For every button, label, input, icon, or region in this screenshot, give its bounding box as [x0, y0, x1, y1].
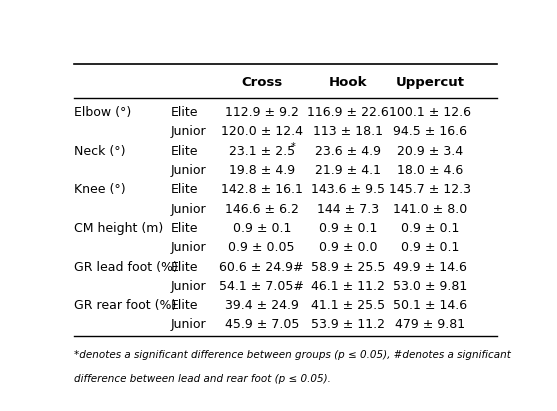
Text: CM height (m): CM height (m) [74, 222, 163, 235]
Text: Junior: Junior [171, 125, 207, 139]
Text: Junior: Junior [171, 203, 207, 216]
Text: GR rear foot (%): GR rear foot (%) [74, 299, 177, 312]
Text: 112.9 ± 9.2: 112.9 ± 9.2 [225, 106, 299, 119]
Text: Junior: Junior [171, 241, 207, 254]
Text: Elite: Elite [171, 222, 198, 235]
Text: 39.4 ± 24.9: 39.4 ± 24.9 [225, 299, 299, 312]
Text: 94.5 ± 16.6: 94.5 ± 16.6 [393, 125, 467, 139]
Text: 58.9 ± 25.5: 58.9 ± 25.5 [311, 261, 385, 274]
Text: 0.9 ± 0.1: 0.9 ± 0.1 [401, 241, 460, 254]
Text: difference between lead and rear foot (p ≤ 0.05).: difference between lead and rear foot (p… [74, 374, 331, 383]
Text: Cross: Cross [241, 76, 282, 89]
Text: Elite: Elite [171, 145, 198, 158]
Text: 23.1 ± 2.5: 23.1 ± 2.5 [229, 145, 295, 158]
Text: 141.0 ± 8.0: 141.0 ± 8.0 [393, 203, 467, 216]
Text: 0.9 ± 0.1: 0.9 ± 0.1 [319, 222, 377, 235]
Text: Uppercut: Uppercut [395, 76, 465, 89]
Text: Junior: Junior [171, 319, 207, 331]
Text: 53.0 ± 9.81: 53.0 ± 9.81 [393, 280, 467, 293]
Text: 23.6 ± 4.9: 23.6 ± 4.9 [315, 145, 381, 158]
Text: Knee (°): Knee (°) [74, 183, 125, 196]
Text: 19.8 ± 4.9: 19.8 ± 4.9 [229, 164, 295, 177]
Text: Hook: Hook [329, 76, 367, 89]
Text: 60.6 ± 24.9#: 60.6 ± 24.9# [219, 261, 304, 274]
Text: 479 ± 9.81: 479 ± 9.81 [395, 319, 465, 331]
Text: 49.9 ± 14.6: 49.9 ± 14.6 [393, 261, 467, 274]
Text: 120.0 ± 12.4: 120.0 ± 12.4 [221, 125, 302, 139]
Text: *denotes a significant difference between groups (p ≤ 0.05), #denotes a signific: *denotes a significant difference betwee… [74, 350, 511, 360]
Text: Elite: Elite [171, 261, 198, 274]
Text: 20.9 ± 3.4: 20.9 ± 3.4 [397, 145, 463, 158]
Text: 53.9 ± 11.2: 53.9 ± 11.2 [311, 319, 385, 331]
Text: Elbow (°): Elbow (°) [74, 106, 131, 119]
Text: *: * [291, 142, 295, 152]
Text: 46.1 ± 11.2: 46.1 ± 11.2 [311, 280, 385, 293]
Text: 41.1 ± 25.5: 41.1 ± 25.5 [311, 299, 385, 312]
Text: 144 ± 7.3: 144 ± 7.3 [317, 203, 379, 216]
Text: 116.9 ± 22.6: 116.9 ± 22.6 [307, 106, 389, 119]
Text: 145.7 ± 12.3: 145.7 ± 12.3 [389, 183, 471, 196]
Text: Elite: Elite [171, 183, 198, 196]
Text: 146.6 ± 6.2: 146.6 ± 6.2 [225, 203, 299, 216]
Text: 100.1 ± 12.6: 100.1 ± 12.6 [389, 106, 471, 119]
Text: Junior: Junior [171, 280, 207, 293]
Text: 0.9 ± 0.0: 0.9 ± 0.0 [319, 241, 377, 254]
Text: 18.0 ± 4.6: 18.0 ± 4.6 [397, 164, 463, 177]
Text: 113 ± 18.1: 113 ± 18.1 [313, 125, 383, 139]
Text: 50.1 ± 14.6: 50.1 ± 14.6 [393, 299, 467, 312]
Text: Junior: Junior [171, 164, 207, 177]
Text: 54.1 ± 7.05#: 54.1 ± 7.05# [219, 280, 304, 293]
Text: 143.6 ± 9.5: 143.6 ± 9.5 [311, 183, 385, 196]
Text: 142.8 ± 16.1: 142.8 ± 16.1 [221, 183, 302, 196]
Text: 21.9 ± 4.1: 21.9 ± 4.1 [315, 164, 381, 177]
Text: Elite: Elite [171, 106, 198, 119]
Text: 0.9 ± 0.1: 0.9 ± 0.1 [232, 222, 291, 235]
Text: GR lead foot (%): GR lead foot (%) [74, 261, 178, 274]
Text: 0.9 ± 0.1: 0.9 ± 0.1 [401, 222, 460, 235]
Text: Elite: Elite [171, 299, 198, 312]
Text: Neck (°): Neck (°) [74, 145, 125, 158]
Text: 0.9 ± 0.05: 0.9 ± 0.05 [228, 241, 295, 254]
Text: 45.9 ± 7.05: 45.9 ± 7.05 [224, 319, 299, 331]
